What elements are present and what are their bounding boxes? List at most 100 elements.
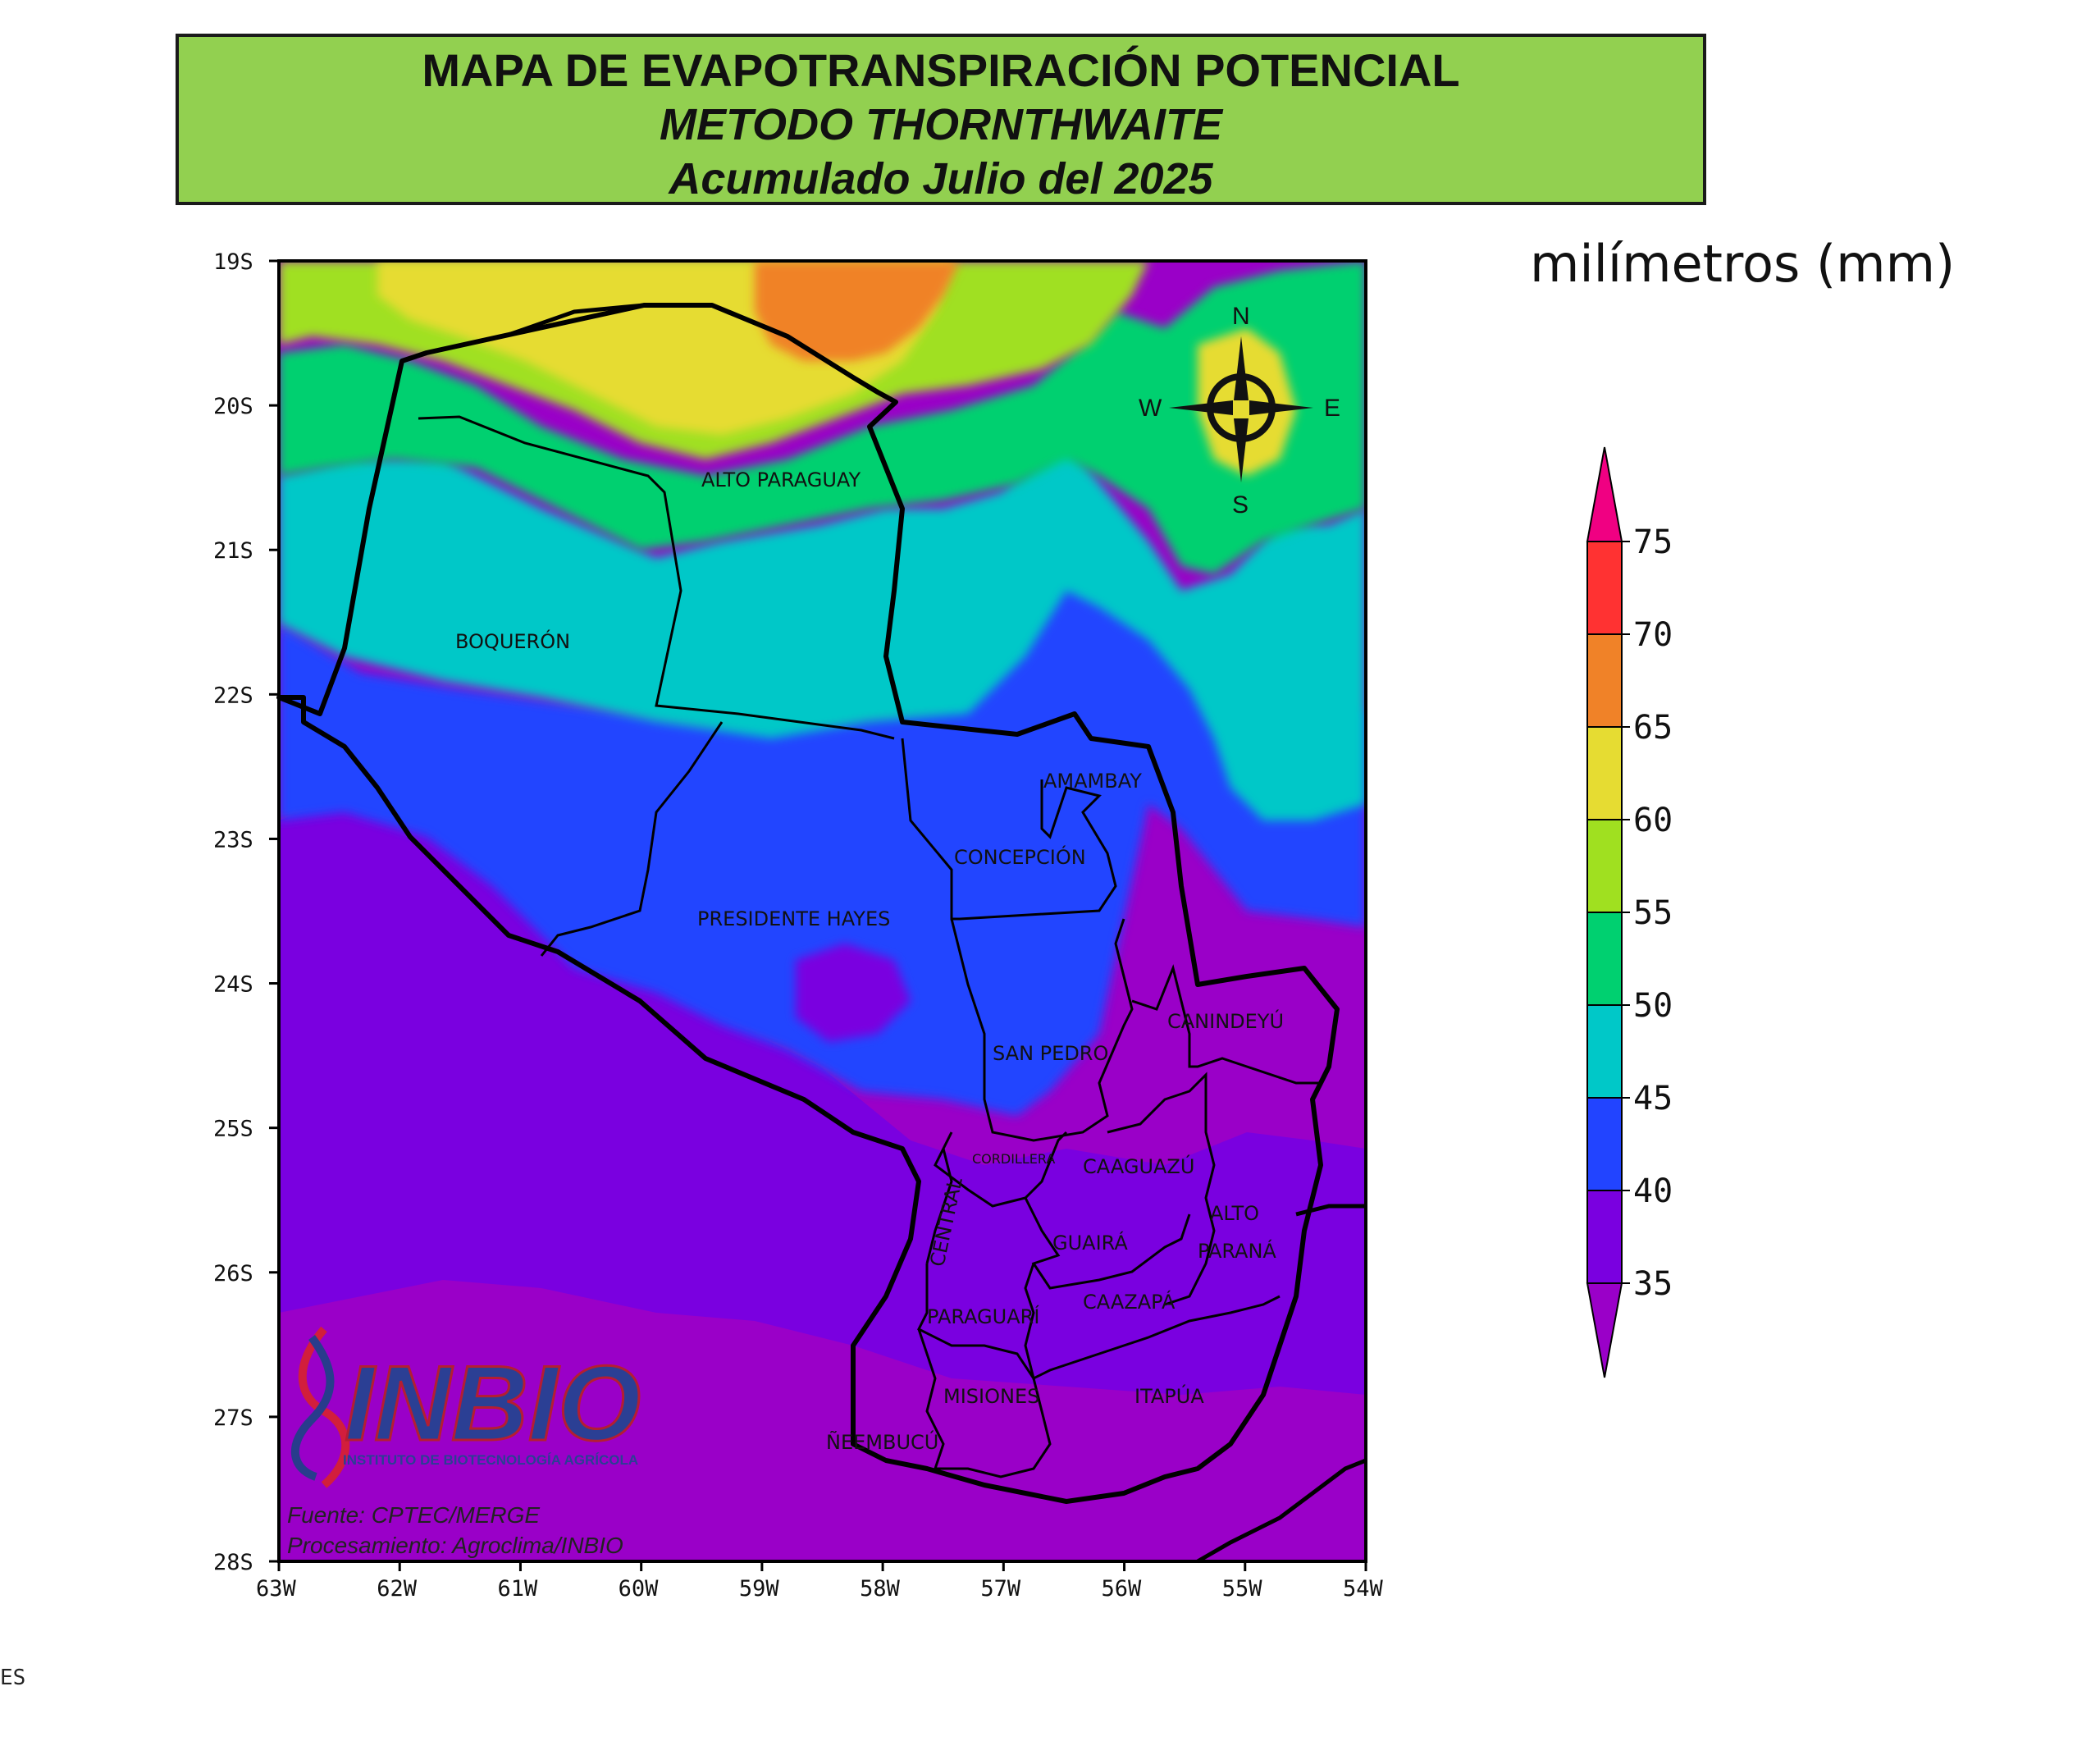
field-60-65-ne <box>1198 328 1296 476</box>
cordillera-boundary <box>934 1131 1068 1208</box>
title-box: MAPA DE EVAPOTRANSPIRACIÓN POTENCIAL MET… <box>176 34 1706 205</box>
lon-tick-label: 61W <box>497 1576 538 1602</box>
colorbar-label: 75 <box>1633 523 1673 561</box>
map-method: METODO THORNTHWAITE <box>660 100 1222 149</box>
guaira-boundary <box>1024 1197 1191 1290</box>
lat-tick-label: 21S <box>213 538 253 564</box>
colorbar-bottom-triangle <box>1586 1282 1623 1378</box>
label-caazapa: CAAZAPÁ <box>1083 1290 1176 1314</box>
label-alto-parana-2: PARANÁ <box>1198 1239 1276 1263</box>
compass-e: E <box>1324 395 1340 422</box>
processing-text: Procesamiento: Agroclima/INBIO <box>287 1533 623 1558</box>
lat-tick-label: 25S <box>213 1117 253 1142</box>
lon-tick-label: 58W <box>860 1576 901 1602</box>
chaco-boundary-west <box>426 303 645 355</box>
lat-tick-label: 28S <box>213 1550 253 1575</box>
label-guaira: GUAIRÁ <box>1052 1231 1128 1254</box>
colorbar-segment <box>1586 1190 1623 1284</box>
lon-tick-label: 54W <box>1343 1576 1384 1602</box>
lat-tick-label: 19S <box>213 249 253 275</box>
compass-ring <box>1207 373 1276 442</box>
lat-tick-label: 27S <box>213 1405 253 1431</box>
field-45-50 <box>279 443 1366 820</box>
map-frame <box>277 259 1367 1563</box>
logo-helix-blue <box>290 1335 335 1481</box>
logo-wordmark: INBIO <box>345 1343 641 1463</box>
colorbar-segment <box>1586 819 1623 913</box>
latitude-axis: 19S 20S 21S 22S 23S 24S 25S 26S 27S 28S <box>213 249 279 1575</box>
colorbar-segment <box>1586 541 1623 635</box>
logo-subtitle: INSTITUTO DE BIOTECNOLOGÍA AGRÍCOLA <box>343 1452 638 1468</box>
label-caaguazu: CAAGUAZÚ <box>1083 1154 1194 1178</box>
lat-tick-label: 20S <box>213 394 253 419</box>
colorbar-top-triangle <box>1586 446 1623 542</box>
compass-w: W <box>1139 395 1162 422</box>
colorbar-label: 50 <box>1633 987 1673 1025</box>
boqueron-hayes-boundary <box>540 721 724 957</box>
alto-paraguay-boundary <box>418 415 895 740</box>
label-canindeyu: CANINDEYÚ <box>1167 1008 1284 1033</box>
colorbar-label: 60 <box>1633 802 1673 839</box>
field-65-70 <box>755 261 960 361</box>
compass-west-arrow <box>1169 400 1233 415</box>
misiones-boundary <box>917 1328 1052 1478</box>
colorbar-segment <box>1586 912 1623 1006</box>
caaguazu-boundary <box>1107 1072 1216 1306</box>
lat-tick-label: 22S <box>213 683 253 708</box>
canindeyu-boundary <box>1131 964 1321 1085</box>
colorbar-label: 65 <box>1633 709 1673 747</box>
lon-tick-label: 57W <box>980 1576 1021 1602</box>
colorbar-label: 45 <box>1633 1080 1673 1117</box>
label-neembucu: ÑEEMBUCÚ <box>826 1429 938 1454</box>
field-40-45-chaco-patch <box>796 944 911 1042</box>
compass-n: N <box>1232 303 1250 330</box>
inbio-logo: INBIO INSTITUTO DE BIOTECNOLOGÍA AGRÍCOL… <box>290 1326 642 1488</box>
lat-tick-label: 26S <box>213 1261 253 1286</box>
colorbar-label: 55 <box>1633 894 1673 932</box>
longitude-axis: 63W 62W 61W 60W 59W 58W 57W 56W 55W 54W <box>256 1561 1384 1602</box>
paraguari-boundary <box>916 1264 1035 1379</box>
central-boundary <box>925 1148 953 1264</box>
label-concepcion: CONCEPCIÓN <box>954 844 1086 869</box>
label-itapua: ITAPÚA <box>1134 1383 1204 1408</box>
compass-south-arrow <box>1234 418 1249 482</box>
label-amambay: AMAMBAY <box>1043 770 1142 793</box>
colorbar: 75 70 65 60 55 50 45 40 35 <box>1586 446 1673 1378</box>
label-alto-parana-1: ALTO <box>1210 1202 1259 1225</box>
colorbar-label: 35 <box>1633 1265 1673 1303</box>
colorbar-segment <box>1586 633 1623 728</box>
lon-tick-label: 60W <box>619 1576 660 1602</box>
label-presidente-hayes: PRESIDENTE HAYES <box>697 907 890 930</box>
field-40-45 <box>279 525 1366 1116</box>
department-labels: ALTO PARAGUAY BOQUERÓN AMAMBAY CONCEPCIÓ… <box>455 468 1284 1454</box>
argentina-border-se <box>1196 1458 1367 1564</box>
lat-tick-label: 24S <box>213 972 253 998</box>
stray-text: ES <box>0 1666 26 1690</box>
units-label: milímetros (mm) <box>1530 234 1956 294</box>
hayes-concepcion-boundary <box>901 738 1117 921</box>
label-paraguari: PARAGUARÍ <box>927 1305 1039 1328</box>
source-text: Fuente: CPTEC/MERGE <box>287 1502 540 1528</box>
lat-tick-label: 23S <box>213 827 253 852</box>
sanpedro-boundary <box>950 918 1134 1142</box>
label-misiones: MISIONES <box>943 1385 1039 1408</box>
lon-tick-label: 56W <box>1102 1576 1143 1602</box>
country-border <box>276 303 1340 1504</box>
compass-s: S <box>1232 491 1249 519</box>
label-boqueron: BOQUERÓN <box>455 628 570 653</box>
colorbar-label: 70 <box>1633 616 1673 654</box>
lon-tick-label: 62W <box>377 1576 418 1602</box>
label-cordillera: CORDILLERA <box>972 1151 1055 1167</box>
colorbar-segment <box>1586 1097 1623 1191</box>
colorbar-segment <box>1586 726 1623 820</box>
colorbar-label: 40 <box>1633 1172 1673 1210</box>
colorbar-segment <box>1586 1004 1623 1099</box>
borders <box>276 303 1367 1564</box>
compass-east-arrow <box>1249 400 1313 415</box>
parana-river-ne <box>1295 1204 1366 1217</box>
map-title: MAPA DE EVAPOTRANSPIRACIÓN POTENCIAL <box>422 44 1460 96</box>
compass-north-arrow <box>1234 336 1249 400</box>
label-san-pedro: SAN PEDRO <box>993 1042 1108 1065</box>
compass-rose: N S W E <box>1139 303 1340 519</box>
